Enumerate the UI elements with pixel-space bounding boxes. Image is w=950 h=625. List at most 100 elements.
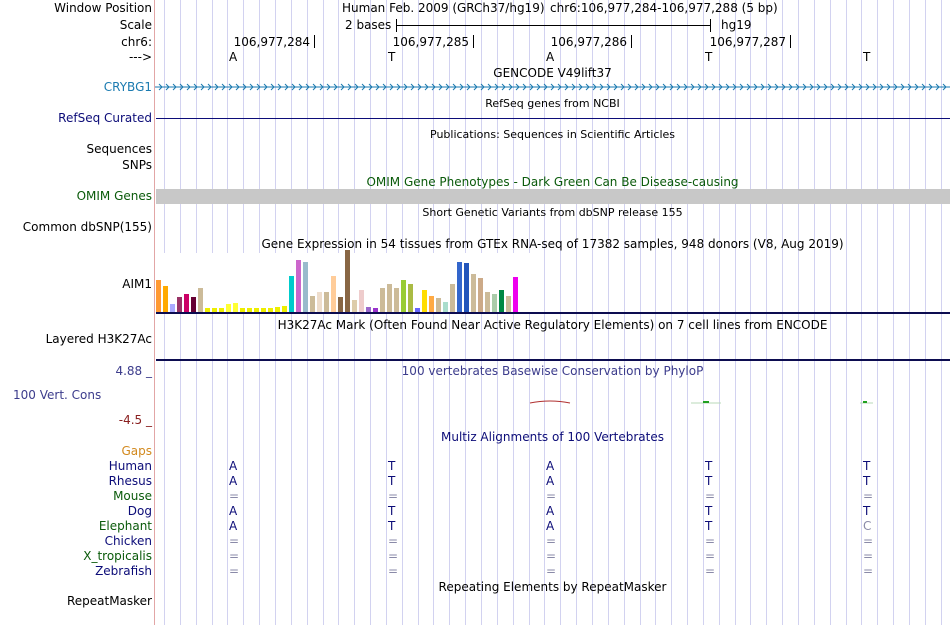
gencode-strand-chevron: [214, 83, 219, 91]
species-label-rhesus[interactable]: Rhesus: [108, 474, 152, 488]
gtex-tissue-bar: [275, 307, 280, 312]
ruler-coordinate: 106,977,287: [709, 35, 786, 49]
gtex-tissue-bar: [233, 303, 238, 312]
species-label-mouse[interactable]: Mouse: [113, 489, 152, 503]
gencode-strand-chevron: [403, 83, 408, 91]
alignment-base: C: [863, 519, 872, 533]
gtex-tissue-bar: [464, 263, 469, 312]
dbsnp-track-label[interactable]: Common dbSNP(155): [22, 220, 152, 234]
ruler-base: T: [863, 50, 871, 64]
gencode-strand-chevron: [907, 83, 912, 91]
gtex-track-title: Gene Expression in 54 tissues from GTEx …: [261, 237, 844, 251]
gencode-strand-chevron: [662, 83, 667, 91]
gtex-tissue-bar: [373, 308, 378, 312]
alignment-base: T: [388, 459, 396, 473]
species-label-human[interactable]: Human: [108, 459, 152, 473]
omim-feature-bar[interactable]: [156, 189, 950, 204]
gtex-tissue-bar: [429, 296, 434, 312]
refseq-track-label[interactable]: RefSeq Curated: [58, 111, 152, 125]
gencode-strand-chevron: [592, 83, 597, 91]
species-label-chicken[interactable]: Chicken: [104, 534, 152, 548]
alignment-base: T: [388, 519, 396, 533]
alignment-base: =: [705, 564, 716, 578]
gencode-gene-feature[interactable]: [155, 82, 950, 92]
gencode-strand-chevron: [515, 83, 520, 91]
omim-track-label[interactable]: OMIM Genes: [76, 189, 152, 203]
gtex-bar-chart[interactable]: [156, 250, 556, 314]
publications-sequences-label[interactable]: Sequences: [86, 142, 152, 156]
gencode-strand-chevron: [473, 83, 478, 91]
gencode-strand-chevron: [788, 83, 793, 91]
species-label-elephant[interactable]: Elephant: [98, 519, 152, 533]
alignment-base: T: [388, 504, 396, 518]
ruler-coordinate: 106,977,284: [233, 35, 310, 49]
gtex-tissue-bar: [226, 304, 231, 312]
gencode-strand-chevron: [501, 83, 506, 91]
gtex-tissue-bar: [205, 308, 210, 312]
gencode-strand-chevron: [536, 83, 541, 91]
refseq-gene-line[interactable]: [156, 118, 950, 119]
window-position-value: chr6:106,977,284-106,977,288 (5 bp): [550, 1, 778, 15]
gencode-strand-chevron: [921, 83, 926, 91]
gtex-tissue-bar: [317, 292, 322, 312]
gencode-strand-chevron: [865, 83, 870, 91]
species-label-zebrafish[interactable]: Zebrafish: [95, 564, 152, 578]
gencode-strand-chevron: [781, 83, 786, 91]
gencode-strand-chevron: [277, 83, 282, 91]
phylop-signal[interactable]: [155, 398, 950, 408]
gencode-strand-chevron: [284, 83, 289, 91]
species-label-x_tropicalis[interactable]: X_tropicalis: [83, 549, 152, 563]
gencode-strand-chevron: [445, 83, 450, 91]
alignment-base: =: [863, 549, 874, 563]
repeatmasker-track-label[interactable]: RepeatMasker: [66, 594, 152, 608]
ruler-tick: [314, 35, 315, 48]
gencode-strand-chevron: [676, 83, 681, 91]
multiz-gaps-label[interactable]: Gaps: [121, 444, 152, 458]
scale-label: Scale: [119, 18, 152, 32]
gtex-gene-label[interactable]: AIM1: [122, 277, 152, 291]
gtex-tissue-bar: [177, 297, 182, 312]
gencode-strand-chevron: [543, 83, 548, 91]
gtex-tissue-bar: [324, 292, 329, 312]
ruler-coordinate: 106,977,285: [392, 35, 469, 49]
ruler-base: A: [229, 50, 238, 64]
gencode-strand-chevron: [690, 83, 695, 91]
alignment-base: T: [705, 474, 713, 488]
gencode-strand-chevron: [354, 83, 359, 91]
gencode-strand-chevron: [361, 83, 366, 91]
gencode-strand-chevron: [767, 83, 772, 91]
gencode-strand-chevron: [844, 83, 849, 91]
gtex-tissue-bar: [352, 300, 357, 312]
alignment-base: =: [863, 564, 874, 578]
gtex-tissue-bar: [345, 250, 350, 312]
gencode-gene-label[interactable]: CRYBG1: [103, 80, 152, 94]
gencode-strand-chevron: [200, 83, 205, 91]
alignment-base: A: [546, 474, 555, 488]
assembly-name: Human Feb. 2009 (GRCh37/hg19): [342, 1, 545, 15]
phylop-track-label[interactable]: 100 Vert. Cons: [13, 388, 102, 402]
h3k27ac-track-label[interactable]: Layered H3K27Ac: [45, 332, 152, 346]
alignment-base: A: [546, 504, 555, 518]
gencode-strand-chevron: [795, 83, 800, 91]
gtex-gene-line[interactable]: [156, 312, 950, 314]
gtex-tissue-bar: [443, 302, 448, 312]
gencode-strand-chevron: [347, 83, 352, 91]
gtex-tissue-bar: [268, 308, 273, 312]
gtex-tissue-bar: [485, 292, 490, 312]
gencode-strand-chevron: [725, 83, 730, 91]
gencode-strand-chevron: [319, 83, 324, 91]
gtex-tissue-bar: [366, 307, 371, 312]
phylop-max-label: 4.88 _: [115, 364, 152, 378]
gencode-strand-chevron: [340, 83, 345, 91]
alignment-base: T: [388, 474, 396, 488]
gencode-strand-chevron: [452, 83, 457, 91]
gencode-strand-chevron: [438, 83, 443, 91]
gencode-strand-chevron: [550, 83, 555, 91]
species-label-dog[interactable]: Dog: [127, 504, 152, 518]
gtex-tissue-bar: [184, 294, 189, 312]
alignment-base: =: [388, 564, 399, 578]
gtex-tissue-bar: [261, 308, 266, 312]
gencode-strand-chevron: [193, 83, 198, 91]
publications-snps-label[interactable]: SNPs: [122, 158, 152, 172]
